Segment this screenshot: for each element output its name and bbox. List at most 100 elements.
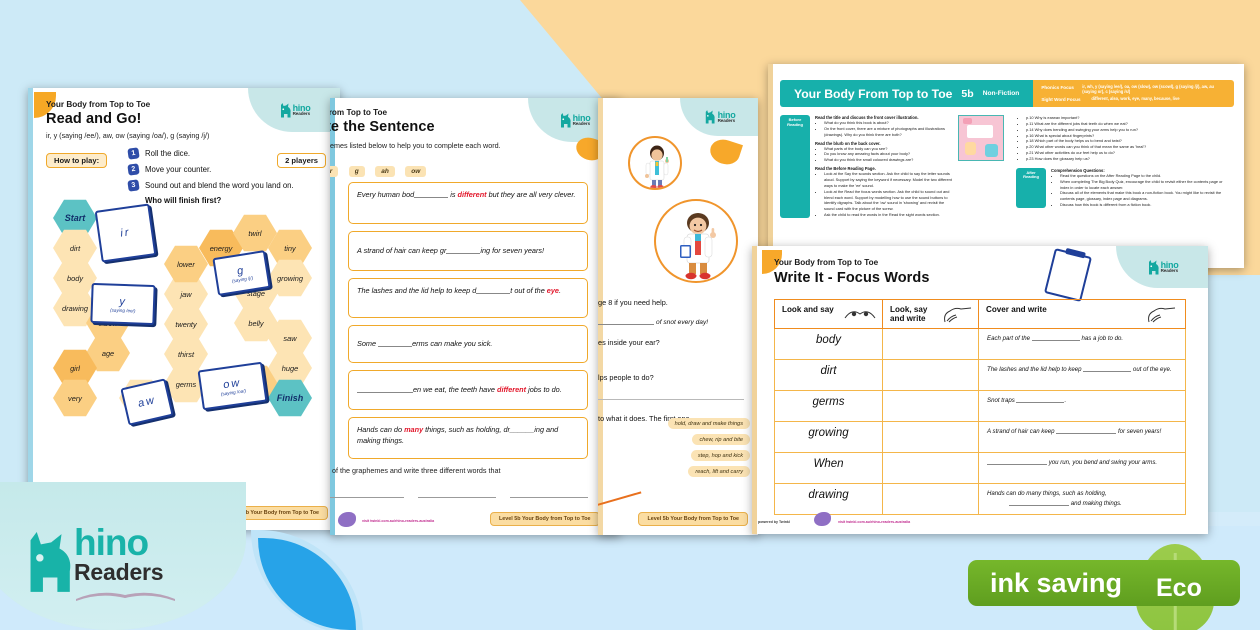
grapheme-chip-row: ir g ah ow [330, 160, 432, 178]
brand-logo-text: hino Readers [1161, 260, 1179, 274]
answer-chip[interactable]: chew, rip and bite [692, 434, 750, 445]
hex-finish[interactable]: Finish [268, 379, 312, 417]
doc1-subtitle: ir, y (saying /ee/), aw, ow (saying /oa/… [46, 131, 210, 140]
how-to-play-label: How to play: [46, 153, 108, 168]
answer-blank[interactable] [414, 197, 449, 198]
write-lines-row[interactable] [330, 497, 588, 498]
table-row[interactable]: body Each part of the has a job to do. [774, 328, 1186, 360]
document-read-and-go[interactable]: hino Readers Your Body from Top to Toe R… [28, 88, 340, 530]
sentence-box[interactable]: The lashes and the lid help to keep d t o… [348, 278, 588, 318]
bullet: Discuss how this book is different from … [1060, 202, 1232, 208]
sentence-cell[interactable]: Snot traps . [978, 390, 1186, 422]
grapheme-card[interactable]: y (saying /ee/) [90, 282, 156, 326]
answer-blank[interactable] [1083, 371, 1132, 372]
table-row[interactable]: growing A strand of hair can keep for se… [774, 421, 1186, 453]
step-item: 1 Roll the dice. [127, 147, 294, 160]
sentence-post: . [558, 286, 562, 295]
sheet-left-edge [752, 246, 757, 534]
table-row[interactable]: drawing Hands can do many things, such a… [774, 483, 1186, 515]
answer-blank[interactable] [598, 324, 654, 326]
table-row[interactable]: germs Snot traps . [774, 390, 1186, 422]
answer-chip[interactable]: step, hop and kick [690, 450, 750, 461]
grapheme-chip[interactable]: g [348, 166, 365, 177]
answer-blank[interactable] [987, 464, 1047, 465]
brand-name-line2: Readers [292, 111, 311, 117]
write-line[interactable] [418, 497, 496, 498]
column-header-cover-and-write: Cover and write [978, 299, 1186, 329]
sentence-cell[interactable]: you run, you bend and swing your arms. [978, 452, 1186, 484]
sheet-left-edge [598, 98, 603, 535]
doc2-title: te the Sentence [330, 119, 435, 135]
phonics-focus-value: ir, wh, y (saying /ee/), oa, ow (slow), … [1082, 84, 1215, 94]
bullet: Discuss all of the elements that make th… [1060, 190, 1232, 202]
practice-cell[interactable] [882, 483, 979, 515]
write-line[interactable] [510, 497, 588, 498]
focus-words-table[interactable]: Look and say Look, say and write Cover a… [774, 299, 1186, 515]
practice-cell[interactable] [882, 390, 979, 422]
column-label: Look, say and write [890, 305, 928, 323]
step-text: Roll the dice. [145, 149, 191, 158]
sentence-red-word: many [404, 425, 424, 434]
document-write-the-sentence[interactable]: hino Readers from Top to Toe te the Sent… [330, 98, 620, 535]
book-cover-thumbnail [958, 115, 1004, 161]
grapheme-card[interactable]: ow (saying /oa/) [197, 361, 268, 411]
section-heading: Read the title and discuss the front cov… [815, 115, 919, 120]
eyes-icon [844, 307, 876, 324]
bullet: What do you think this book is about? [824, 120, 953, 126]
phonics-focus-row: Phonics Focus ir, wh, y (saying /ee/), o… [1041, 84, 1226, 94]
hex-board: Start dirt body drawing elbow age girl v… [28, 88, 340, 530]
answer-blank[interactable] [476, 293, 511, 294]
practice-cell[interactable] [882, 328, 979, 360]
sentence-cell[interactable]: The lashes and the lid help to keep out … [978, 359, 1186, 391]
grapheme-chip[interactable]: ow [405, 166, 427, 177]
teaching-notes-header: Your Body From Top to Toe 5b Non-Fiction… [780, 80, 1234, 107]
practice-cell[interactable] [882, 359, 979, 391]
focus-word: drawing [774, 483, 883, 515]
answer-blank[interactable] [357, 392, 413, 394]
page-question: p.21 What other activities do our feet h… [1026, 150, 1232, 156]
after-reading-col: p.10 Why is earwax important? p.11 What … [1016, 115, 1232, 218]
sentence-pre: Some [357, 339, 379, 349]
document-focus-words[interactable]: hino Readers Your Body from Top to Toe W… [752, 246, 1208, 534]
sentence-cell[interactable]: Each part of the has a job to do. [978, 328, 1186, 360]
answer-chip[interactable]: reach, lift and carry [688, 466, 750, 477]
step-text: Sound out and blend the word you land on… [145, 181, 294, 190]
sentence-cell[interactable]: A strand of hair can keep for seven year… [978, 421, 1186, 453]
comprehension-bullets: Read the questions on the After Reading … [1060, 173, 1232, 208]
answer-blank[interactable] [378, 346, 413, 348]
sentence-post: out of the eye. [1132, 366, 1172, 373]
answer-blank[interactable] [1031, 340, 1080, 341]
sight-word-label: Sight Word Focus [1041, 96, 1081, 102]
document-questions[interactable]: hino Readers [598, 98, 758, 535]
sentence-box[interactable]: en we eat, the teeth have different jobs… [348, 370, 588, 410]
bullet: What do you think the small coloured dra… [824, 157, 953, 163]
teaching-notes-body: Before Reading Read the title and discus… [780, 115, 1232, 219]
sentence-cell[interactable]: Hands can do many things, such as holdin… [978, 483, 1186, 515]
table-row[interactable]: dirt The lashes and the lid help to keep… [774, 359, 1186, 391]
sentence-box[interactable]: Every human bod is different but they ar… [348, 182, 588, 224]
sentence-post: jobs to do. [526, 385, 562, 395]
doc2-site: visit twinkl.com.au/rhino-readers-austra… [362, 519, 435, 523]
practice-cell[interactable] [882, 452, 979, 484]
column-header-look-say-write: Look, say and write [882, 299, 979, 329]
hex-cell[interactable]: very [53, 379, 97, 417]
answer-blank[interactable] [446, 253, 481, 255]
answer-blank[interactable] [1056, 433, 1117, 434]
answer-blank[interactable] [1016, 402, 1065, 403]
practice-cell[interactable] [882, 421, 979, 453]
answer-blank[interactable] [1009, 504, 1069, 506]
sentence-box[interactable]: Hands can do many things, such as holdin… [348, 417, 588, 459]
grapheme-chip[interactable]: ir [330, 166, 339, 177]
sentence-red-word: different [457, 190, 487, 199]
sentence-box[interactable]: A strand of hair can keep gr ing for seve… [348, 231, 588, 271]
answer-chip[interactable]: hold, draw and make things [667, 418, 750, 429]
document-teaching-notes[interactable]: Your Body From Top to Toe 5b Non-Fiction… [768, 64, 1244, 268]
grapheme-card[interactable]: ir [94, 203, 157, 263]
grapheme-chip[interactable]: ah [375, 166, 395, 177]
sentence-box[interactable]: Some erms can make you sick. [348, 325, 588, 363]
table-row[interactable]: When you run, you bend and swing your ar… [774, 452, 1186, 484]
bullet: Ask the child to read the words in the R… [824, 212, 953, 218]
sentence-pre: Each part of the [987, 335, 1031, 342]
write-line[interactable] [330, 497, 404, 498]
focus-word: dirt [774, 359, 883, 391]
